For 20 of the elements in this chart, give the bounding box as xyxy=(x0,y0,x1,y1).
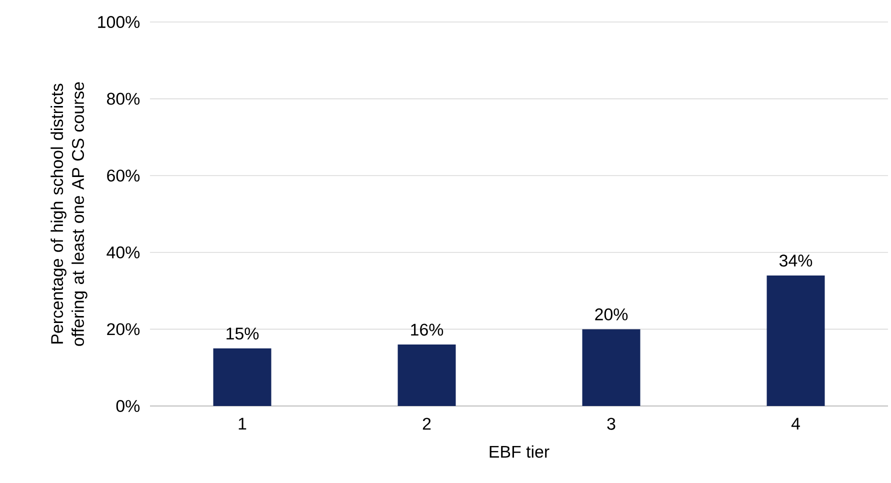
y-tick-label: 0% xyxy=(116,400,140,412)
data-label: 34% xyxy=(779,254,812,267)
bar xyxy=(766,275,825,406)
y-tick-label: 80% xyxy=(106,92,140,105)
bar xyxy=(398,344,456,406)
x-tick-label: 4 xyxy=(791,418,800,430)
bar xyxy=(582,329,640,406)
y-tick-label: 40% xyxy=(106,246,140,258)
data-label: 16% xyxy=(411,324,444,336)
y-tick-label: 60% xyxy=(107,170,140,182)
x-axis-title: EBF tier xyxy=(490,445,550,458)
y-axis-title: Percentage of high school districts offering at least one AP CS course xyxy=(50,82,88,346)
y-tick-label: 100% xyxy=(98,16,140,28)
x-tick-label: 3 xyxy=(607,418,616,430)
y-tick-label: 20% xyxy=(107,323,140,336)
x-tick-label: 1 xyxy=(238,418,246,430)
data-label: 15% xyxy=(226,328,259,340)
data-label: 20% xyxy=(595,308,628,320)
x-tick-label: 2 xyxy=(422,418,431,430)
bar xyxy=(213,348,272,406)
